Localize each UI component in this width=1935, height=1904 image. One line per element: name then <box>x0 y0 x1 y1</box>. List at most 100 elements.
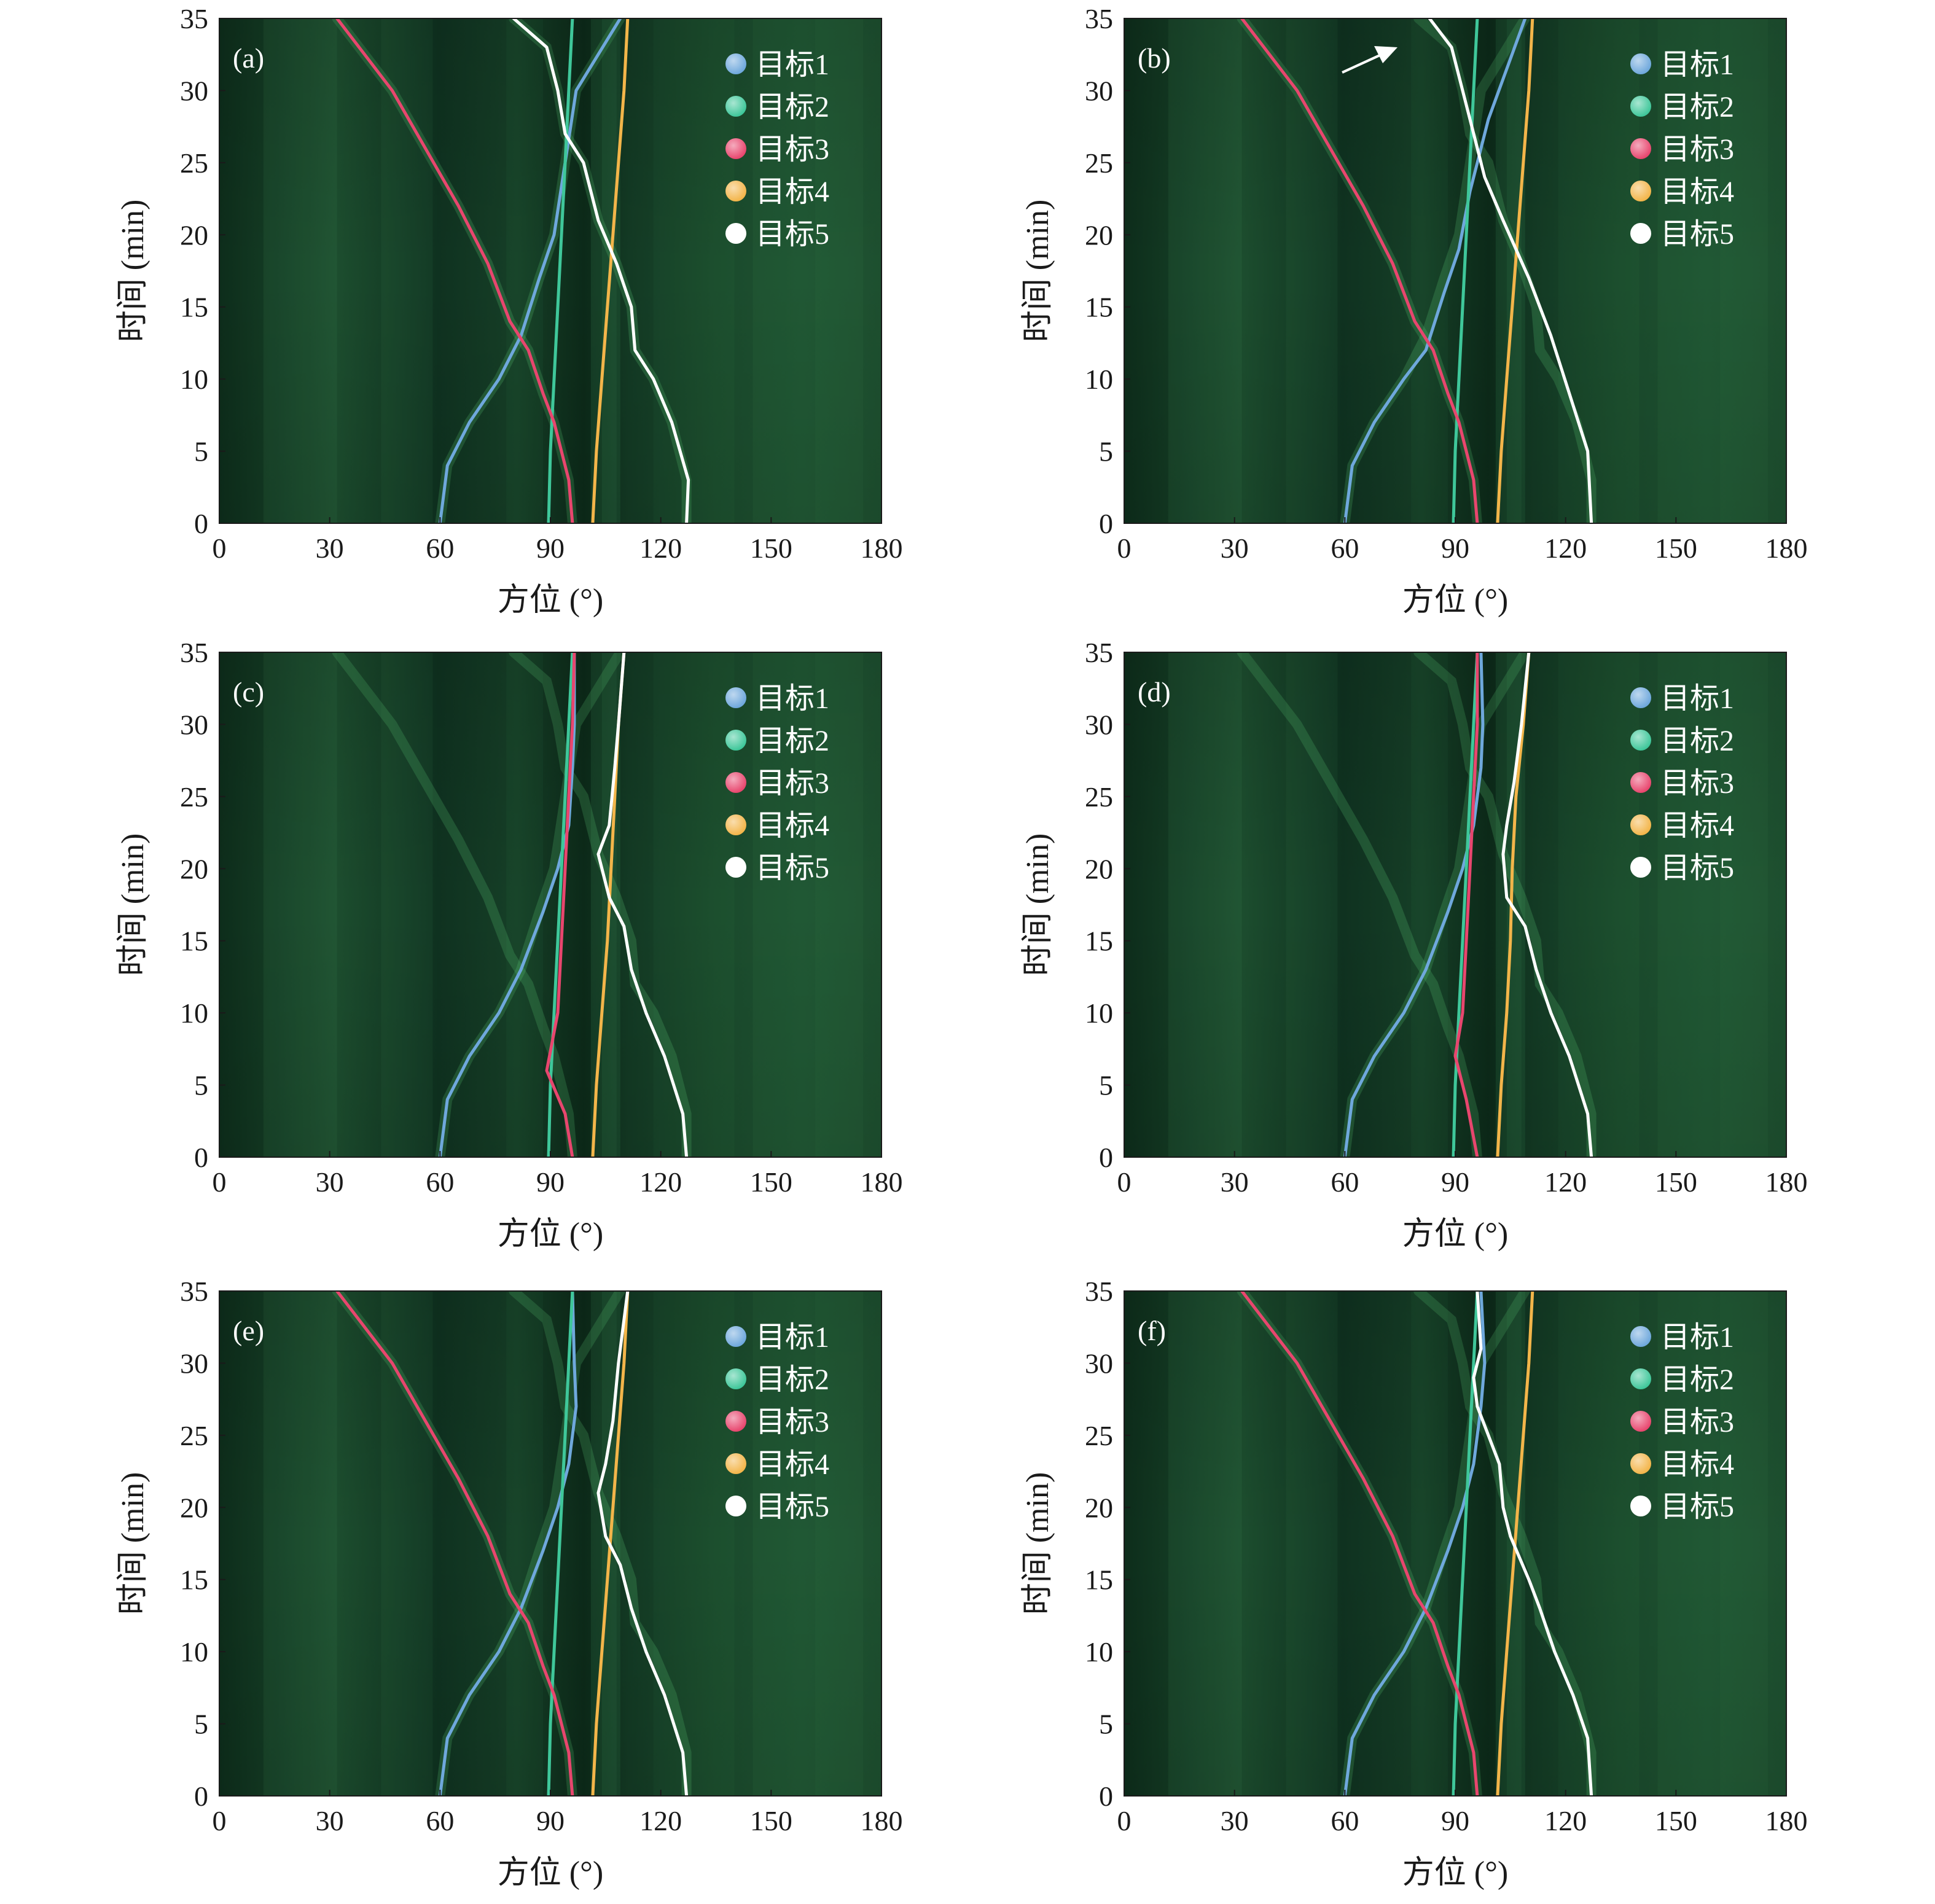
series-layer <box>1343 652 1593 1157</box>
y-tick-label: 5 <box>194 436 208 467</box>
legend: 目标1 目标2 目标3 目标4 目标5 <box>725 1321 829 1523</box>
chart-panel: 0 30 60 90 120 150 180 0 5 10 15 20 25 30 35 方位 (°) 时间 (… <box>1020 3 1808 618</box>
x-tick-label: 150 <box>1655 533 1697 564</box>
y-tick-label: 5 <box>1099 1070 1113 1101</box>
legend-marker-highlight <box>725 772 746 793</box>
y-tick-label: 20 <box>1085 853 1113 884</box>
legend-label: 目标2 <box>756 725 829 757</box>
series-layer <box>1240 18 1593 523</box>
series-line <box>1453 652 1479 1157</box>
series-line <box>1496 18 1534 523</box>
y-tick-label: 0 <box>194 1142 208 1173</box>
y-tick-label: 0 <box>1099 1142 1113 1173</box>
y-tick-label: 35 <box>1085 3 1113 34</box>
legend-marker-highlight <box>1630 181 1651 201</box>
y-tick-label: 35 <box>1085 1276 1113 1307</box>
x-tick-label: 0 <box>213 1166 227 1198</box>
y-tick-label: 5 <box>194 1070 208 1101</box>
series-line <box>596 652 689 1157</box>
series-line <box>512 18 690 523</box>
y-tick-label: 10 <box>180 997 208 1029</box>
x-tick-label: 60 <box>1331 533 1359 564</box>
series-line <box>438 652 576 1157</box>
y-axis-title: 时间 (min) <box>1020 1472 1055 1615</box>
x-tick-label: 150 <box>750 1166 792 1198</box>
y-tick-label: 10 <box>180 364 208 395</box>
y-tick-label: 0 <box>1099 508 1113 539</box>
x-tick-label: 180 <box>1765 533 1808 564</box>
x-tick-label: 120 <box>639 1805 682 1836</box>
legend-marker-highlight <box>1630 1453 1651 1474</box>
y-tick-label: 5 <box>194 1709 208 1740</box>
legend-label: 目标5 <box>1660 218 1734 251</box>
legend-marker-highlight <box>725 181 746 201</box>
series-line <box>547 1291 574 1796</box>
y-tick-label: 35 <box>1085 637 1113 668</box>
x-tick-label: 180 <box>1765 1166 1808 1198</box>
legend-marker-highlight <box>1630 687 1651 708</box>
legend-label: 目标4 <box>756 810 829 842</box>
legend-label: 目标2 <box>1660 1364 1734 1396</box>
series-line <box>335 18 574 523</box>
x-axis-title: 方位 (°) <box>1402 1217 1508 1252</box>
legend-marker-highlight <box>725 814 746 835</box>
chart-panel: 0 30 60 90 120 150 180 0 5 10 15 20 25 30 35 方位 (°) 时间 (… <box>115 637 903 1252</box>
y-axis-title: 时间 (min) <box>115 1472 150 1615</box>
series-line <box>545 652 576 1157</box>
series-line <box>1428 18 1593 523</box>
x-tick-label: 60 <box>1331 1166 1359 1198</box>
annotation-arrow <box>1342 46 1398 74</box>
x-axis-title: 方位 (°) <box>498 583 603 618</box>
legend-label: 目标1 <box>1660 682 1734 715</box>
legend-label: 目标1 <box>756 682 829 715</box>
x-tick-label: 0 <box>213 1805 227 1836</box>
x-tick-label: 180 <box>861 533 903 564</box>
x-tick-label: 120 <box>639 533 682 564</box>
x-tick-label: 30 <box>1221 1805 1249 1836</box>
y-tick-label: 20 <box>180 219 208 251</box>
x-axis-title: 方位 (°) <box>1402 583 1508 618</box>
legend-marker-highlight <box>725 1411 746 1432</box>
series-layer <box>335 1291 689 1796</box>
legend-label: 目标1 <box>1660 1321 1734 1354</box>
y-tick-label: 0 <box>1099 1781 1113 1812</box>
series-line <box>1240 1291 1479 1796</box>
x-tick-label: 180 <box>1765 1805 1808 1836</box>
x-tick-label: 120 <box>1544 1166 1587 1198</box>
legend-marker-highlight <box>1630 730 1651 751</box>
y-tick-label: 20 <box>1085 219 1113 251</box>
series-line <box>591 18 630 523</box>
x-tick-label: 90 <box>536 533 565 564</box>
chart-panel: 0 30 60 90 120 150 180 0 5 10 15 20 25 30 35 方位 (°) 时间 (… <box>115 1276 903 1890</box>
x-tick-label: 150 <box>1655 1805 1697 1836</box>
panel-label: (c) <box>233 676 264 708</box>
panel-label: (e) <box>233 1315 264 1346</box>
x-tick-label: 180 <box>861 1166 903 1198</box>
series-layer <box>335 18 690 523</box>
legend-label: 目标1 <box>756 49 829 81</box>
y-tick-label: 35 <box>180 1276 208 1307</box>
x-tick-label: 30 <box>1221 1166 1249 1198</box>
x-tick-label: 90 <box>536 1805 565 1836</box>
x-tick-label: 150 <box>750 1805 792 1836</box>
legend-label: 目标4 <box>1660 810 1734 842</box>
legend-marker-highlight <box>725 138 746 159</box>
y-tick-label: 5 <box>1099 1709 1113 1740</box>
legend-marker-highlight <box>725 1326 746 1347</box>
arrow-head <box>1374 46 1398 63</box>
y-tick-label: 30 <box>1085 709 1113 740</box>
y-tick-label: 15 <box>1085 926 1113 957</box>
x-tick-label: 90 <box>1441 533 1469 564</box>
panel-label: (f) <box>1138 1315 1166 1346</box>
series-line <box>438 18 622 523</box>
x-tick-label: 0 <box>1117 1166 1132 1198</box>
legend-label: 目标3 <box>1660 133 1734 166</box>
legend-label: 目标5 <box>756 218 829 251</box>
y-axis-title: 时间 (min) <box>1020 200 1055 343</box>
x-tick-label: 0 <box>1117 533 1132 564</box>
y-tick-label: 20 <box>1085 1492 1113 1523</box>
legend-label: 目标1 <box>1660 49 1734 81</box>
x-axis-title: 方位 (°) <box>498 1217 603 1252</box>
chart-panel: 0 30 60 90 120 150 180 0 5 10 15 20 25 30 35 方位 (°) 时间 (… <box>115 3 903 618</box>
